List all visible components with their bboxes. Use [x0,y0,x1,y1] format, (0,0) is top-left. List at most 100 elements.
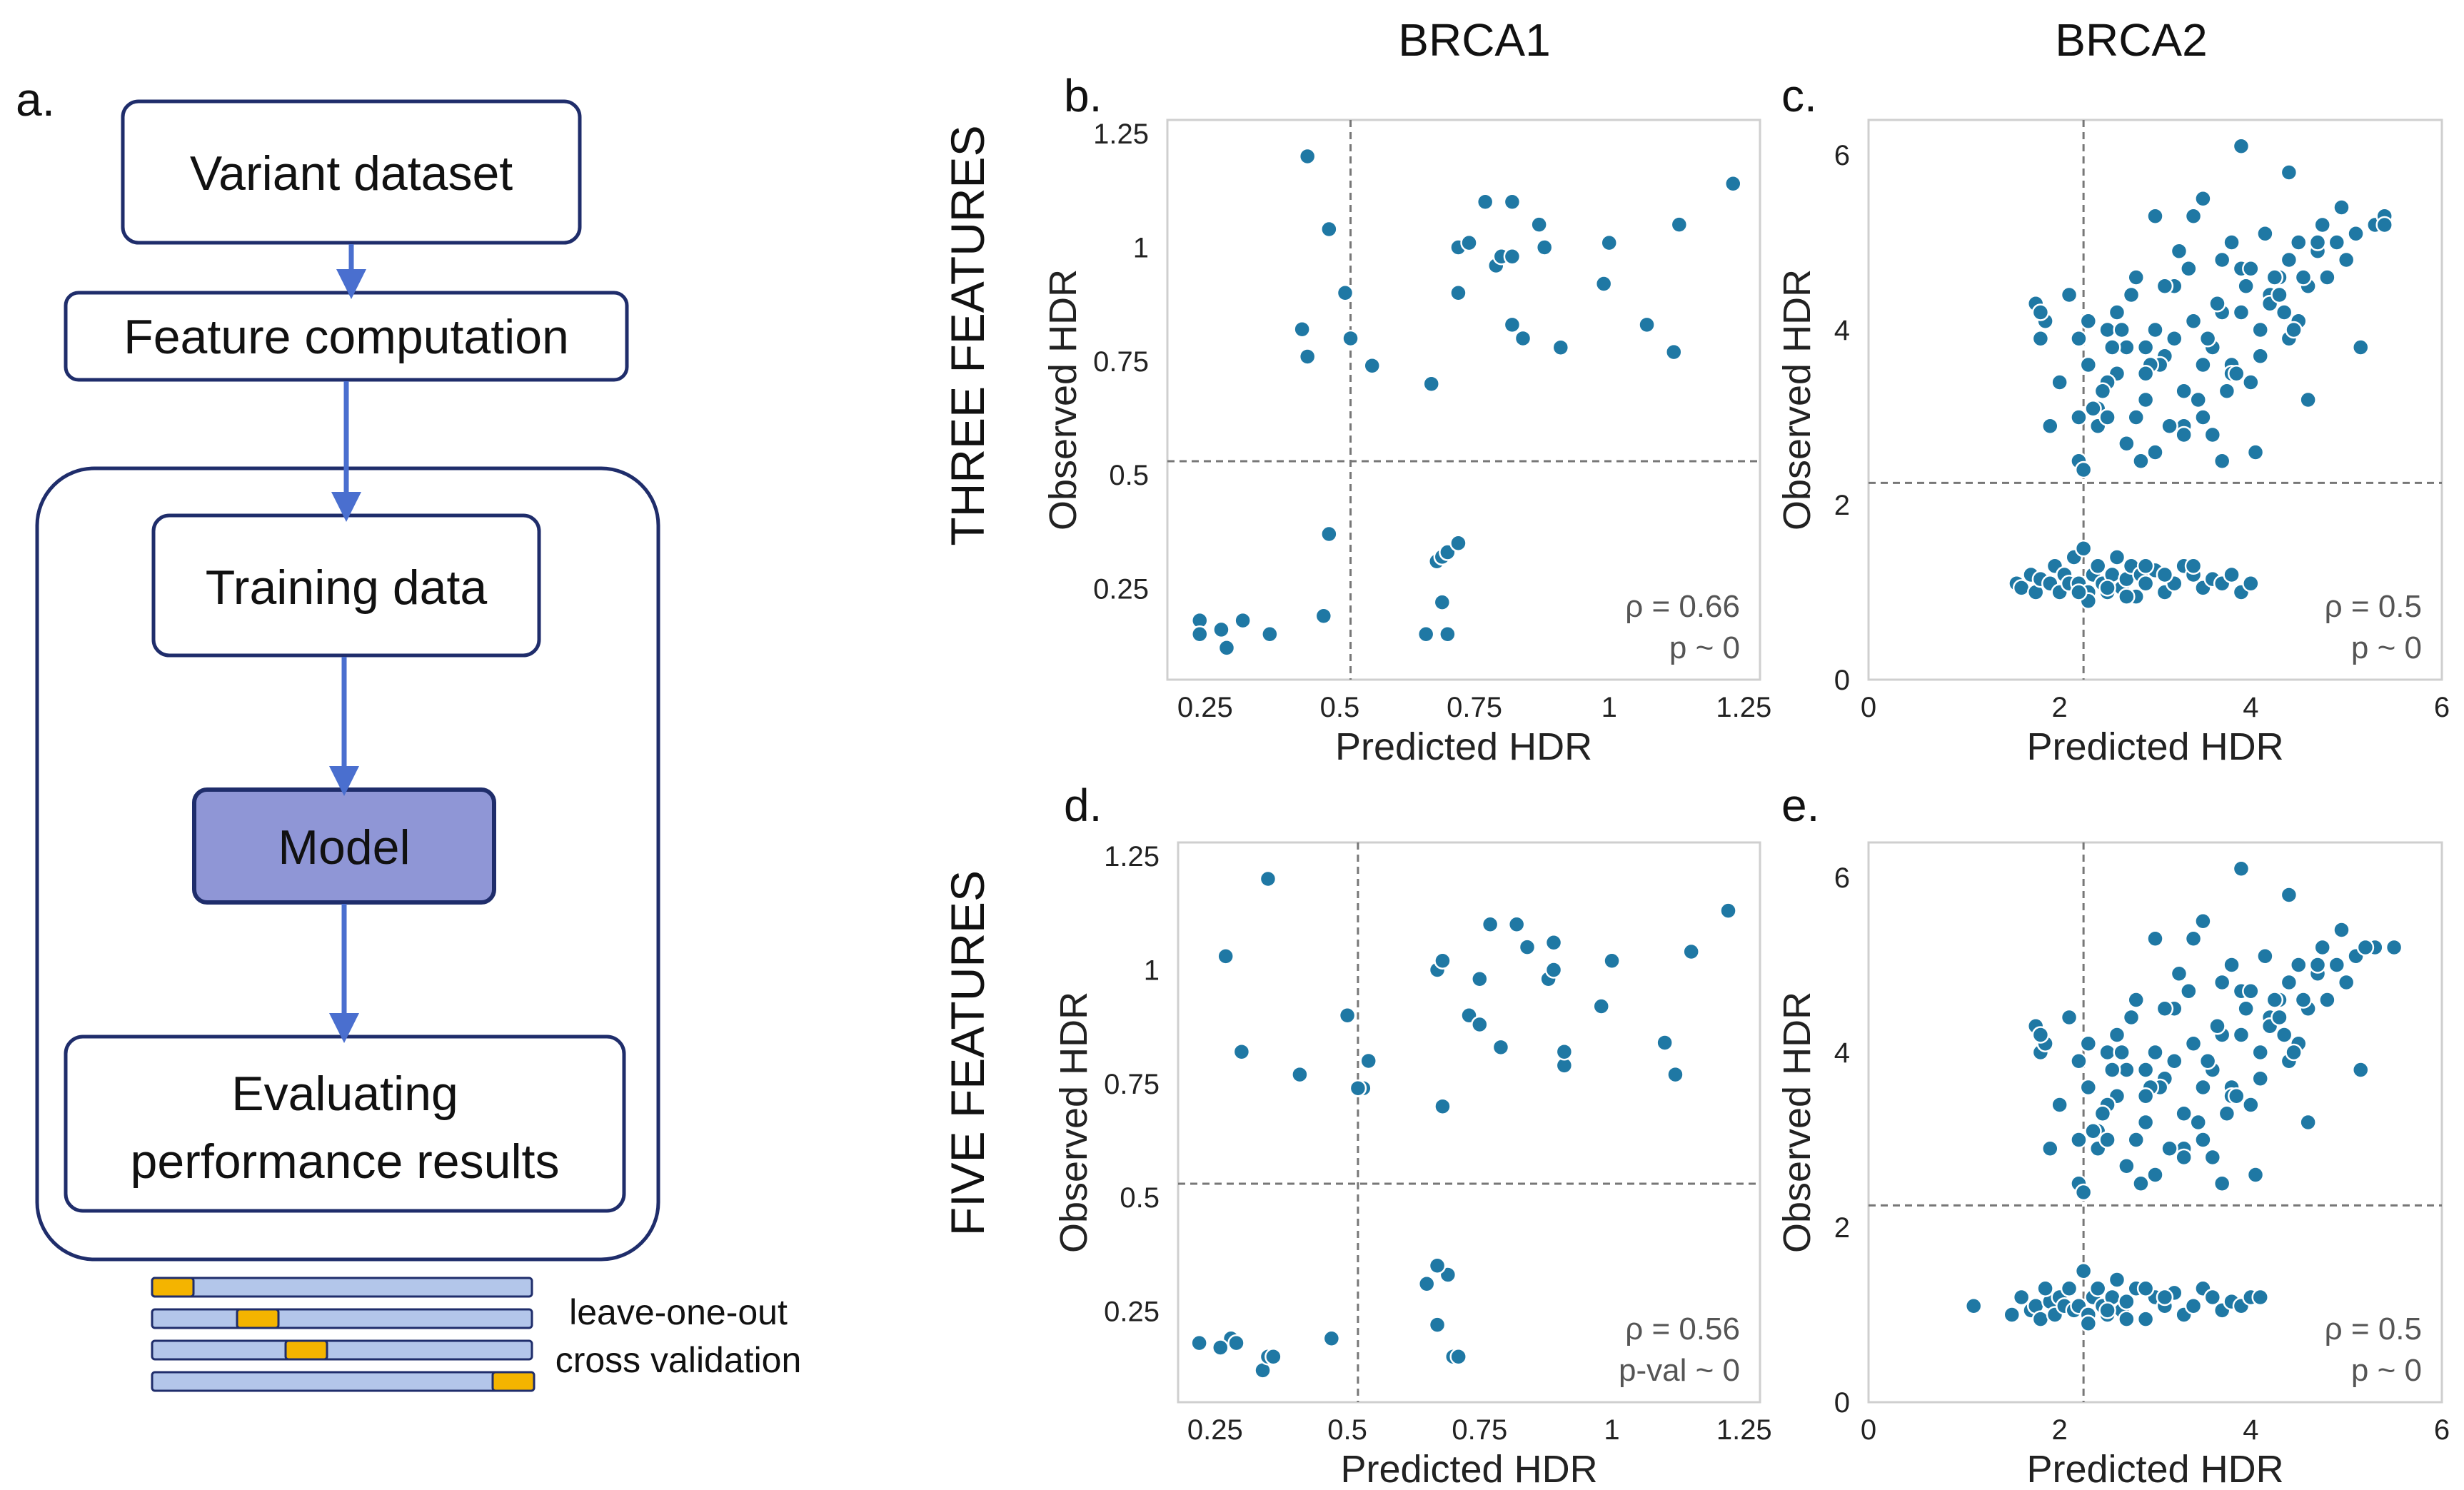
data-point [2184,1035,2203,1052]
x-axis-title: Predicted HDR [2026,725,2283,768]
data-point [1530,216,1548,233]
y-tick-label: 0 [1834,1387,1850,1419]
cv-fold-2 [236,1308,280,1329]
data-point [2127,268,2145,286]
data-point [1336,283,1354,302]
data-point [2098,579,2116,597]
data-point [2156,1288,2174,1307]
data-point [2093,382,2112,400]
data-point [2223,233,2241,251]
data-point [2156,277,2174,295]
data-point [2103,1061,2121,1079]
data-point [2146,443,2164,461]
x-tick-label: 1.25 [1716,1414,1772,1446]
data-point [2242,982,2260,1000]
data-point [2041,417,2059,435]
data-point [2251,1069,2269,1087]
data-point [1603,952,1621,970]
cv-bars [151,1277,535,1392]
data-point [1449,283,1467,302]
data-point [2060,1279,2078,1297]
data-point [1359,1052,1377,1070]
data-point [2074,1183,2093,1202]
data-point [2180,982,2198,1000]
data-point [2223,565,2241,584]
data-point [2318,268,2336,286]
data-point [2070,330,2088,348]
data-point [1503,193,1522,211]
data-point [2108,1026,2126,1044]
data-point [2118,435,2136,453]
data-point [2051,1096,2068,1114]
data-point [2136,575,2155,593]
y-tick-label: 6 [1834,862,1850,894]
data-point [1320,525,1338,543]
data-point [2031,330,2050,348]
data-point [2228,1087,2246,1105]
data-point [2251,1043,2269,1062]
data-point [2290,956,2308,974]
data-point [2103,338,2121,356]
p-value-stat: p ~ 0 [2351,630,2422,665]
data-point [2070,1052,2088,1070]
cv-bar-4 [151,1371,533,1392]
data-point [1555,1042,1574,1061]
data-point [2166,1052,2183,1070]
x-tick-label: 6 [2434,1414,2450,1446]
data-point [2088,1279,2107,1297]
model-label: Model [278,820,410,875]
data-point [2228,365,2246,383]
scatter-panel-e: e. 0 2 4 6 0 2 4 6 Predicted HDR Observed HDR ρ = 0… [1776,780,2450,1490]
data-point [1724,174,1742,193]
data-point [2098,408,2116,426]
data-point [1594,275,1613,293]
data-point [1342,329,1359,348]
data-point [1434,1097,1452,1115]
data-point [2175,1148,2193,1167]
data-point [2156,565,2174,584]
data-point [2223,956,2241,974]
data-point [1434,952,1452,970]
data-point [2251,347,2269,365]
data-point [2093,1104,2112,1122]
data-point [2070,1131,2088,1149]
correlation-stat: ρ = 0.56 [1625,1312,1740,1346]
scatter-panel-d: d. 0.25 0.5 0.75 1 1.25 0.25 0.5 0.75 1 1.25 Predic… [1052,780,1772,1490]
data-point [1261,625,1279,643]
data-point [2175,1104,2193,1122]
x-tick-label: 0.75 [1452,1414,1507,1446]
data-point [2127,1131,2145,1149]
data-point [2070,408,2088,426]
data-point [2180,260,2198,278]
y-axis-title: Observed HDR [1052,992,1095,1253]
y-tick-label: 1 [1144,955,1160,986]
data-point [2079,1035,2098,1052]
data-point [2184,207,2203,225]
data-point [1666,1065,1684,1084]
data-point [2127,408,2145,426]
y-tick-label: 0.5 [1120,1182,1160,1214]
data-point [1600,233,1618,252]
data-point [2351,1061,2370,1079]
data-point [1322,1329,1341,1348]
data-point [1234,611,1252,630]
data-point [2170,242,2188,260]
data-point [1232,1042,1251,1061]
data-point [1298,147,1317,166]
data-point [2189,391,2207,409]
data-point [2175,382,2193,400]
feature-computation-label: Feature computation [124,310,569,364]
data-point [2246,1166,2265,1184]
data-point [2285,1043,2303,1062]
data-point [1665,343,1683,361]
data-point [2031,303,2050,321]
cv-fold-3 [284,1339,328,1361]
data-point [2012,1288,2031,1307]
data-point [2079,1314,2098,1332]
data-point [2203,426,2222,444]
data-point [2208,1017,2226,1035]
data-point [2256,225,2274,243]
data-point [2074,460,2093,479]
x-axis-title: Predicted HDR [2026,1448,2283,1490]
y-tick-label: 0.25 [1093,574,1149,605]
